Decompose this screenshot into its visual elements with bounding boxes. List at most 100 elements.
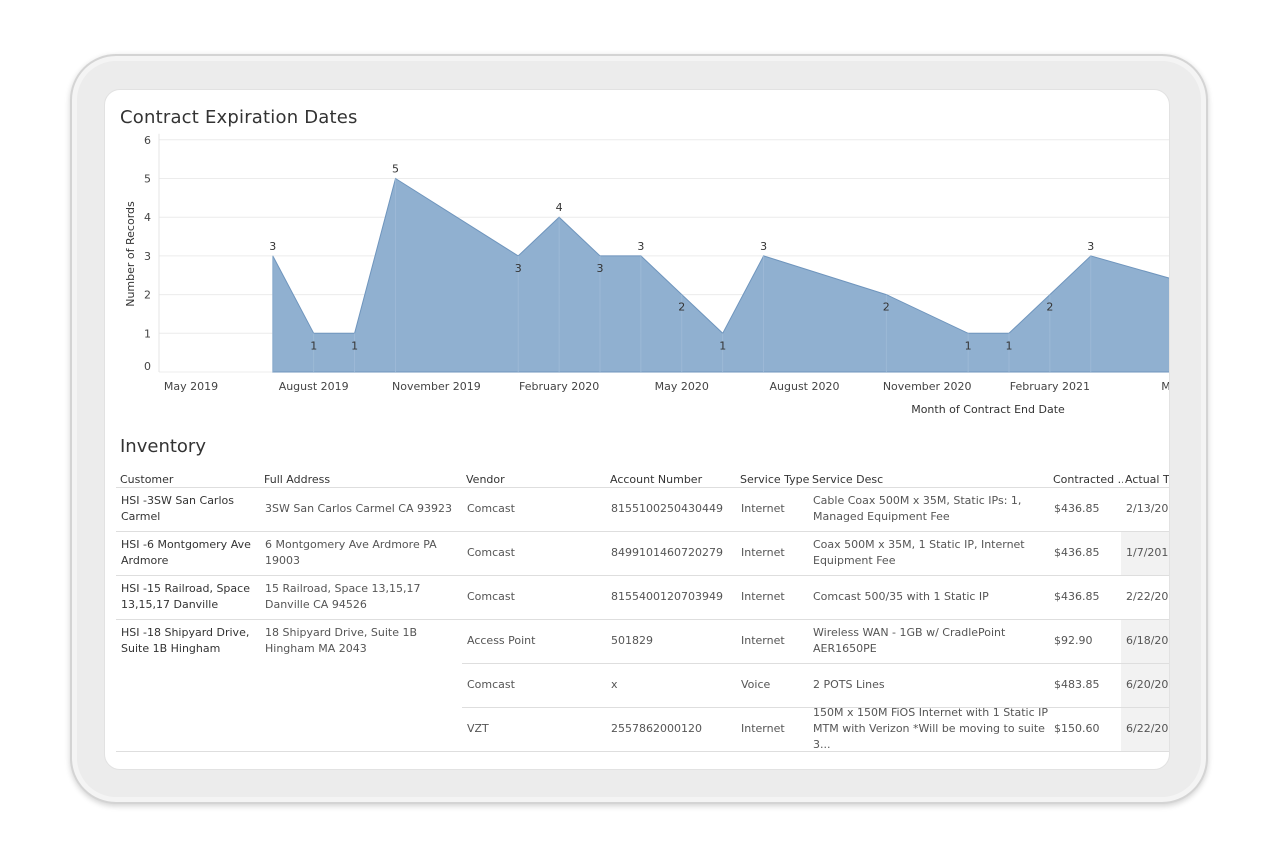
data-label-2020-02: 4 <box>556 201 563 214</box>
cell-desc: Coax 500M x 35M, 1 Static IP, Internet E… <box>813 531 1049 575</box>
cell-desc: 2 POTS Lines <box>813 663 1049 707</box>
cell-account-text: 8155400120703949 <box>611 590 723 603</box>
cell-account: x <box>611 663 737 707</box>
column-header-2[interactable]: Vendor <box>466 473 505 486</box>
data-label-2020-01: 3 <box>515 262 522 275</box>
cell-actual: 1/7/2019 <box>1126 531 1169 575</box>
x-tick-2: November 2019 <box>392 380 481 393</box>
address-cell-text: 3SW San Carlos Carmel CA 93923 <box>265 502 452 515</box>
cell-actual: 2/13/20 <box>1126 487 1169 531</box>
actual-cell-bg <box>1121 664 1169 707</box>
header-divider <box>116 487 1169 488</box>
cell-contracted-text: $436.85 <box>1054 502 1100 515</box>
address-cell: 18 Shipyard Drive, Suite 1B Hingham MA 2… <box>265 619 461 663</box>
row-divider <box>116 751 1169 752</box>
customer-cell: HSI -18 Shipyard Drive, Suite 1B Hingham <box>121 619 259 663</box>
data-label-2020-12: 1 <box>965 339 972 352</box>
cell-account-text: x <box>611 678 618 691</box>
cell-desc: Comcast 500/35 with 1 Static IP <box>813 575 1049 619</box>
cell-account: 501829 <box>611 619 737 663</box>
sub-row-divider <box>462 707 1169 708</box>
row-divider <box>116 531 1169 532</box>
data-label-2020-06: 1 <box>719 339 726 352</box>
cell-desc-text: Wireless WAN - 1GB w/ CradlePoint AER165… <box>813 626 1006 655</box>
cell-account-text: 8499101460720279 <box>611 546 723 559</box>
cell-vendor: Comcast <box>467 575 607 619</box>
cell-type: Internet <box>741 531 811 575</box>
address-cell-text: 18 Shipyard Drive, Suite 1B Hingham MA 2… <box>265 626 417 655</box>
customer-cell-text: HSI -18 Shipyard Drive, Suite 1B Hingham <box>121 626 250 655</box>
cell-desc: Wireless WAN - 1GB w/ CradlePoint AER165… <box>813 619 1049 663</box>
cell-vendor: Access Point <box>467 619 607 663</box>
data-label-2020-10: 2 <box>883 301 890 314</box>
cell-vendor-text: Comcast <box>467 546 515 559</box>
cell-actual-text: 1/7/2019 <box>1126 546 1169 559</box>
y-tick-3: 3 <box>144 250 151 263</box>
column-header-0[interactable]: Customer <box>120 473 174 486</box>
cell-contracted: $436.85 <box>1054 487 1124 531</box>
cell-vendor-text: Comcast <box>467 502 515 515</box>
cell-vendor: VZT <box>467 707 607 751</box>
cell-type: Internet <box>741 707 811 751</box>
data-label-2021-01: 1 <box>1006 339 1013 352</box>
column-header-3[interactable]: Account Number <box>610 473 703 486</box>
data-label-2019-08: 1 <box>310 339 317 352</box>
cell-contracted: $150.60 <box>1054 707 1124 751</box>
cell-actual: 2/22/20 <box>1126 575 1169 619</box>
area-fill <box>272 177 1169 373</box>
cell-contracted-text: $436.85 <box>1054 546 1100 559</box>
address-cell-text: 6 Montgomery Ave Ardmore PA 19003 <box>265 538 437 567</box>
cell-vendor-text: Comcast <box>467 678 515 691</box>
cell-account: 8155400120703949 <box>611 575 737 619</box>
cell-actual-text: 6/18/20 <box>1126 634 1169 647</box>
cell-desc-text: Comcast 500/35 with 1 Static IP <box>813 590 989 603</box>
cell-type: Internet <box>741 487 811 531</box>
cell-type-text: Internet <box>741 546 785 559</box>
cell-account-text: 501829 <box>611 634 653 647</box>
x-tick-8: May <box>1161 380 1169 393</box>
data-label-2019-07: 3 <box>269 240 276 253</box>
cell-contracted: $92.90 <box>1054 619 1124 663</box>
row-divider <box>116 619 1169 620</box>
column-header-7[interactable]: Actual T <box>1125 473 1170 486</box>
actual-cell-bg <box>1121 708 1169 751</box>
chart-area-series[interactable] <box>272 177 1169 373</box>
x-tick-5: August 2020 <box>770 380 840 393</box>
cell-account-text: 8155100250430449 <box>611 502 723 515</box>
x-axis: May 2019 August 2019 November 2019 February… <box>164 380 1169 393</box>
customer-cell: HSI -3SW San Carlos Carmel <box>121 487 259 531</box>
cell-vendor-text: VZT <box>467 722 489 735</box>
cell-vendor-text: Comcast <box>467 590 515 603</box>
column-header-6[interactable]: Contracted .. <box>1053 473 1123 486</box>
cell-contracted-text: $483.85 <box>1054 678 1100 691</box>
address-cell: 6 Montgomery Ave Ardmore PA 19003 <box>265 531 461 575</box>
customer-cell-text: HSI -6 Montgomery Ave Ardmore <box>121 538 251 567</box>
sub-row-divider <box>462 663 1169 664</box>
column-header-1[interactable]: Full Address <box>264 473 331 486</box>
address-cell: 15 Railroad, Space 13,15,17 Danville CA … <box>265 575 461 619</box>
contract-expiration-chart: 3 1 1 5 3 4 3 3 2 1 3 2 1 1 2 3 0 1 2 3 4 5 6 May 2019 August … <box>124 133 1169 416</box>
x-tick-6: November 2020 <box>883 380 972 393</box>
cell-type-text: Internet <box>741 722 785 735</box>
y-tick-4: 4 <box>144 211 151 224</box>
cell-contracted: $436.85 <box>1054 575 1124 619</box>
dashboard-screen: Contract Expiration Dates 3 1 1 5 3 4 3 3 2 1 3 2 1 1… <box>104 89 1170 770</box>
cell-account: 8155100250430449 <box>611 487 737 531</box>
address-cell-text: 15 Railroad, Space 13,15,17 Danville CA … <box>265 582 421 611</box>
cell-actual-text: 6/22/20 <box>1126 722 1169 735</box>
cell-account: 2557862000120 <box>611 707 737 751</box>
cell-type-text: Internet <box>741 634 785 647</box>
x-tick-4: May 2020 <box>655 380 709 393</box>
x-tick-1: August 2019 <box>279 380 349 393</box>
column-header-4[interactable]: Service Type <box>740 473 810 486</box>
cell-actual: 6/22/20 <box>1126 707 1169 751</box>
column-header-5[interactable]: Service Desc <box>812 473 884 486</box>
cell-vendor-text: Access Point <box>467 634 536 647</box>
cell-desc: Cable Coax 500M x 35M, Static IPs: 1, Ma… <box>813 487 1049 531</box>
chart-title: Contract Expiration Dates <box>120 107 358 128</box>
y-axis-label: Number of Records <box>124 201 137 307</box>
data-label-2019-09: 1 <box>351 339 358 352</box>
cell-vendor: Comcast <box>467 487 607 531</box>
cell-contracted-text: $150.60 <box>1054 722 1100 735</box>
x-tick-7: February 2021 <box>1010 380 1090 393</box>
